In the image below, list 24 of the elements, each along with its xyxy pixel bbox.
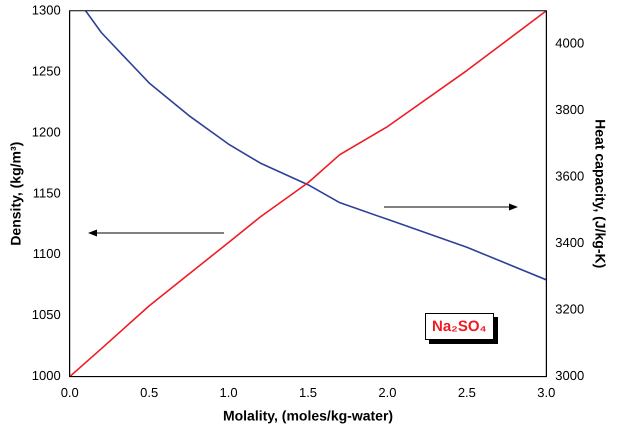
- x-tick-label: 2.0: [378, 384, 396, 400]
- x-tick-label: 1.0: [220, 384, 238, 400]
- y2-tick-label: 3600: [555, 168, 584, 184]
- annotation: Na₂SO₄: [425, 313, 494, 340]
- y-axis-title: Density, (kg/m³): [7, 142, 24, 246]
- y-tick-label: 1200: [32, 124, 61, 140]
- y2-axis-title: Heat capacity, (J/kg-K): [592, 119, 609, 268]
- y2-tick-label: 3800: [555, 102, 584, 118]
- y-tick-label: 1050: [32, 307, 61, 322]
- y2-tick-label: 3200: [555, 302, 584, 317]
- y2-tick-label: 3000: [555, 368, 584, 384]
- y-tick-label: 1000: [32, 368, 61, 384]
- x-tick-label: 0.0: [60, 384, 79, 400]
- y-tick-label: 1300: [32, 2, 61, 18]
- x-tick-label: 2.5: [458, 384, 476, 400]
- y-tick-label: 1250: [32, 63, 61, 78]
- x-axis-title: Molality, (moles/kg-water): [222, 407, 394, 424]
- x-tick-label: 1.5: [298, 384, 318, 400]
- y2-tick-label: 4000: [555, 36, 584, 51]
- y-tick-label: 1100: [32, 246, 61, 262]
- x-tick-label: 0.5: [140, 384, 158, 400]
- y-tick-label: 1150: [32, 185, 61, 200]
- x-tick-label: 3.0: [537, 384, 556, 400]
- y2-tick-label: 3400: [555, 235, 584, 250]
